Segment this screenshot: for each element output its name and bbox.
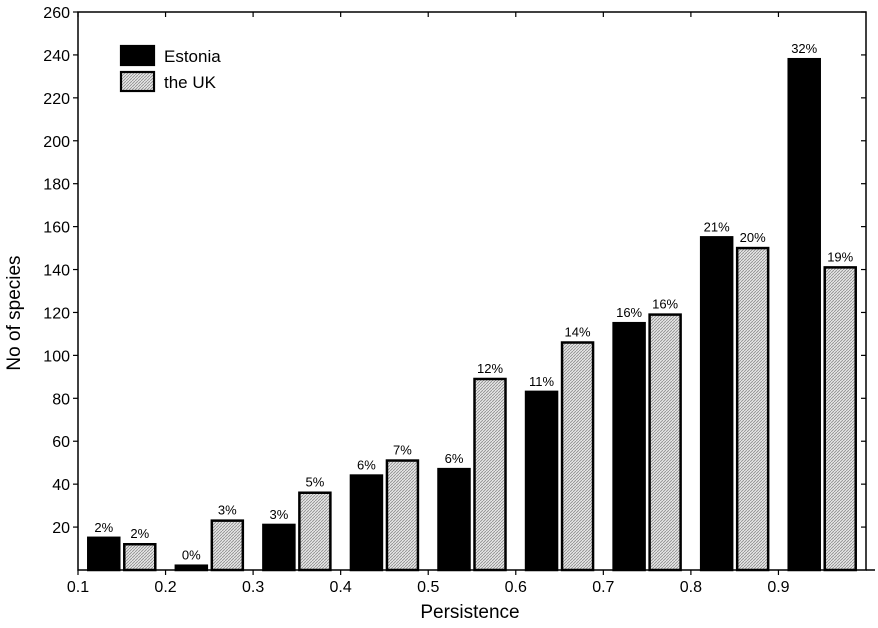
data-label-estonia: 6% (445, 451, 464, 466)
x-axis-title: Persistence (420, 602, 519, 623)
bar-uk (560, 341, 595, 572)
data-label-uk: 2% (130, 526, 149, 541)
bar-uk (648, 313, 682, 572)
bar-uk (823, 266, 857, 572)
data-label-uk: 16% (652, 297, 678, 312)
y-tick-label: 160 (43, 220, 70, 237)
y-tick-label: 120 (43, 305, 70, 322)
y-tick-label: 220 (43, 91, 70, 108)
data-label-estonia: 16% (616, 305, 642, 320)
data-label-estonia: 2% (94, 520, 113, 535)
legend-label-uk: the UK (164, 73, 217, 92)
bar-uk (385, 459, 420, 572)
data-label-estonia: 0% (182, 548, 201, 563)
bar-estonia (262, 523, 296, 572)
data-label-estonia: 32% (791, 41, 817, 56)
data-label-estonia: 3% (269, 507, 288, 522)
bar-estonia (699, 236, 734, 572)
y-axis-title: No of species (4, 255, 25, 370)
bar-estonia (524, 390, 559, 572)
bar-estonia (87, 536, 121, 572)
data-label-uk: 14% (565, 325, 591, 340)
x-tick-label: 0.1 (67, 579, 89, 596)
y-tick-label: 100 (43, 348, 70, 365)
x-tick-label: 0.6 (505, 579, 527, 596)
bar-estonia (612, 321, 646, 572)
bar-uk (473, 377, 507, 572)
y-tick-label: 140 (43, 263, 70, 280)
bar-estonia (349, 474, 384, 572)
legend: Estonia the UK (119, 44, 221, 93)
bar-estonia (437, 467, 471, 572)
data-label-uk: 19% (827, 249, 853, 264)
y-tick-label: 80 (52, 391, 70, 408)
legend-swatch-uk (119, 70, 156, 93)
y-tick-label: 20 (52, 520, 70, 537)
bar-estonia (174, 564, 209, 572)
x-tick-label: 0.2 (154, 579, 176, 596)
x-tick-label: 0.9 (767, 579, 789, 596)
y-tick-label: 180 (43, 177, 70, 194)
bar-uk (210, 519, 245, 572)
y-tick-label: 200 (43, 134, 70, 151)
x-tick-label: 0.5 (417, 579, 439, 596)
bar-uk (298, 491, 332, 572)
y-tick-label: 260 (43, 5, 70, 22)
plot-frame (77, 11, 867, 571)
bar-uk (123, 542, 157, 572)
bar-uk (735, 246, 770, 572)
data-label-estonia: 6% (357, 458, 376, 473)
x-tick-label: 0.4 (330, 579, 352, 596)
data-label-uk: 7% (393, 443, 412, 458)
data-label-uk: 5% (305, 475, 324, 490)
y-tick-label: 240 (43, 48, 70, 65)
legend-swatch-estonia (119, 44, 156, 67)
x-tick-label: 0.7 (592, 579, 614, 596)
data-label-uk: 20% (740, 230, 766, 245)
x-tick-label: 0.8 (680, 579, 702, 596)
plot-area: 20 40 60 80 100 120 140 160 180 200 220 240 260 0.1 0.… (43, 5, 875, 596)
data-label-estonia: 11% (529, 374, 554, 389)
data-label-uk: 3% (218, 503, 237, 518)
data-label-estonia: 21% (704, 219, 730, 234)
y-tick-label: 40 (52, 477, 70, 494)
y-tick-label: 60 (52, 434, 70, 451)
bar-estonia (787, 57, 821, 572)
data-label-uk: 12% (477, 361, 503, 376)
x-tick-label: 0.3 (242, 579, 264, 596)
legend-label-estonia: Estonia (164, 47, 221, 66)
